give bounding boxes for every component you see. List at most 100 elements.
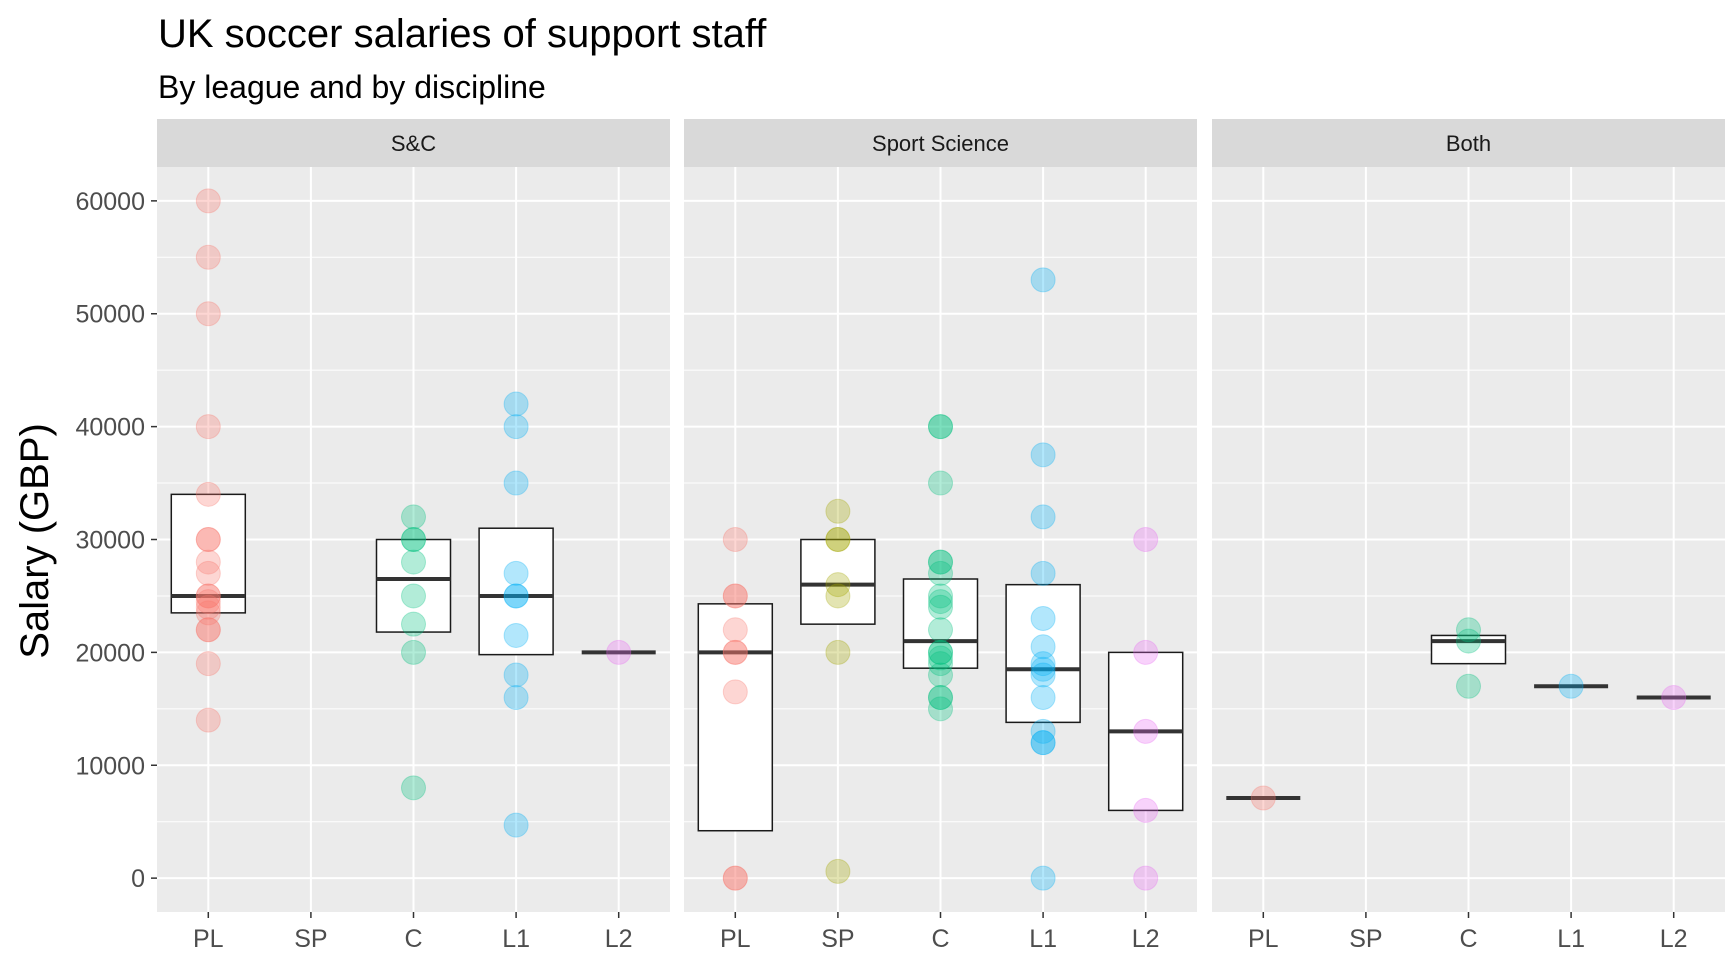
data-point [1030,662,1056,688]
data-point [503,662,529,688]
data-point [401,527,426,552]
data-point [825,498,851,524]
x-tick-label: SP [294,925,327,953]
data-point [503,583,529,609]
data-point [928,594,953,620]
data-point [722,865,748,891]
data-point [1661,685,1687,711]
x-tick-label: PL [720,925,751,953]
x-tick-label: SP [821,925,854,953]
data-point [928,662,953,688]
data-point [195,527,221,552]
y-tick-label: 0 [131,865,145,893]
data-point [722,617,748,643]
y-tick-label: 40000 [75,414,145,442]
data-point [401,583,426,609]
data-point [1030,656,1056,682]
data-point [1030,651,1056,677]
data-point [195,244,221,270]
data-point [195,549,221,575]
data-point [503,391,529,417]
data-point [1030,442,1056,468]
data-point [722,679,748,705]
y-tick-label: 10000 [75,752,145,780]
data-point [722,865,748,891]
x-tick-label: L2 [1132,925,1160,953]
data-point [928,583,953,609]
data-point [1030,685,1056,711]
data-point [195,707,221,733]
data-point [1133,527,1159,552]
data-point [928,685,953,711]
data-point [722,639,748,665]
facet-strip [157,119,670,167]
facet-panel: Sport Science PL SP C L1 L2 [684,119,1197,953]
data-point [928,414,953,440]
data-point [825,858,851,884]
data-point [503,622,529,648]
data-point [195,527,221,552]
data-point [928,639,953,665]
data-point [195,583,221,609]
box [170,493,247,614]
box [1005,583,1081,724]
x-tick-label: L2 [605,925,633,953]
data-point [503,470,529,496]
facet-strip-label: Sport Science [872,131,1009,156]
y-tick-label: 60000 [75,188,145,216]
data-point [401,504,426,530]
box [375,538,452,633]
data-point [1456,628,1481,654]
data-point [928,617,953,643]
facet-strip [1212,119,1725,167]
data-point [928,470,953,496]
x-tick-label: C [1459,925,1477,953]
data-point [503,812,529,838]
data-point [1030,718,1056,744]
x-tick-label: C [404,925,422,953]
data-point [928,696,953,722]
facet-panel: S&C PL SP C L1 L2 [157,119,670,953]
facet-strip-label: Both [1446,131,1491,156]
y-tick-label: 50000 [75,301,145,329]
data-point [1030,865,1056,891]
data-point [401,775,426,801]
x-tick-label: SP [1349,925,1382,953]
x-tick-label: L1 [1557,925,1585,953]
data-point [1030,606,1056,632]
data-point [195,651,221,677]
data-point [195,301,221,327]
data-point [503,685,529,711]
data-point [928,549,953,575]
data-point [1250,785,1276,811]
x-tick-label: PL [1248,925,1279,953]
data-point [928,560,953,586]
data-point [195,594,221,620]
data-point [928,651,953,677]
data-point [928,414,953,440]
box [697,603,774,832]
data-point [503,560,529,586]
data-point [1030,634,1056,660]
data-point [195,414,221,440]
data-point [401,639,426,665]
x-tick-label: PL [193,925,224,953]
data-point [401,527,426,552]
facet-strip [684,119,1197,167]
data-point [195,583,221,609]
data-point [1133,865,1159,891]
data-point [825,572,851,598]
data-point [722,583,748,609]
data-point [503,414,529,440]
data-point [195,560,221,586]
data-point [928,639,953,665]
y-tick-label: 30000 [75,527,145,555]
chart-title: UK soccer salaries of support staff [158,12,767,56]
data-point [401,611,426,637]
data-point [195,188,221,214]
data-point [606,639,632,665]
data-point [1030,730,1056,756]
data-point [195,617,221,643]
data-point [1456,617,1481,643]
